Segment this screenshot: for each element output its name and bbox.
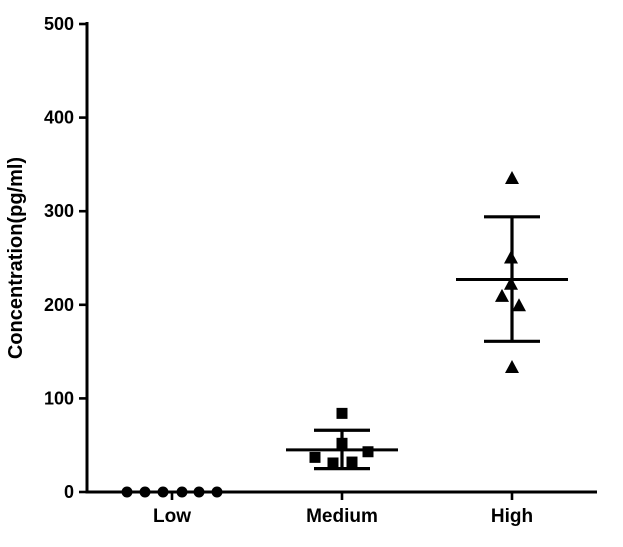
data-group-high xyxy=(456,170,568,374)
y-tick-label: 300 xyxy=(44,201,74,221)
data-point-square xyxy=(309,451,321,463)
data-point-triangle xyxy=(505,360,519,374)
data-point-square xyxy=(362,446,374,458)
category-label: Low xyxy=(153,506,191,527)
data-point-triangle xyxy=(505,170,519,184)
y-axis-title: Concentration(pg/ml) xyxy=(5,157,27,359)
y-tick-label: 200 xyxy=(44,295,74,315)
data-point-square xyxy=(327,457,339,469)
y-tick-label: 100 xyxy=(44,388,74,408)
data-point-triangle xyxy=(504,250,518,264)
data-group-medium xyxy=(286,407,398,471)
data-group-low xyxy=(121,486,223,498)
y-tick-label: 400 xyxy=(44,108,74,128)
data-point-circle xyxy=(176,486,188,498)
data-point-circle xyxy=(121,486,133,498)
data-point-square xyxy=(336,437,348,449)
data-point-circle xyxy=(139,486,151,498)
data-point-square xyxy=(336,407,348,419)
y-tick-label: 500 xyxy=(44,14,74,34)
data-point-triangle xyxy=(512,298,526,312)
data-point-circle xyxy=(193,486,205,498)
data-point-square xyxy=(346,456,358,468)
data-point-circle xyxy=(211,486,223,498)
category-label: Medium xyxy=(306,506,378,527)
y-axis: 0 100 200 300 400 500 xyxy=(44,14,87,502)
data-point-circle xyxy=(157,486,169,498)
x-axis: Low Medium High xyxy=(153,492,533,527)
data-point-triangle xyxy=(504,276,518,290)
y-tick-label: 0 xyxy=(64,482,74,502)
category-label: High xyxy=(491,506,533,527)
data-point-triangle xyxy=(495,288,509,302)
